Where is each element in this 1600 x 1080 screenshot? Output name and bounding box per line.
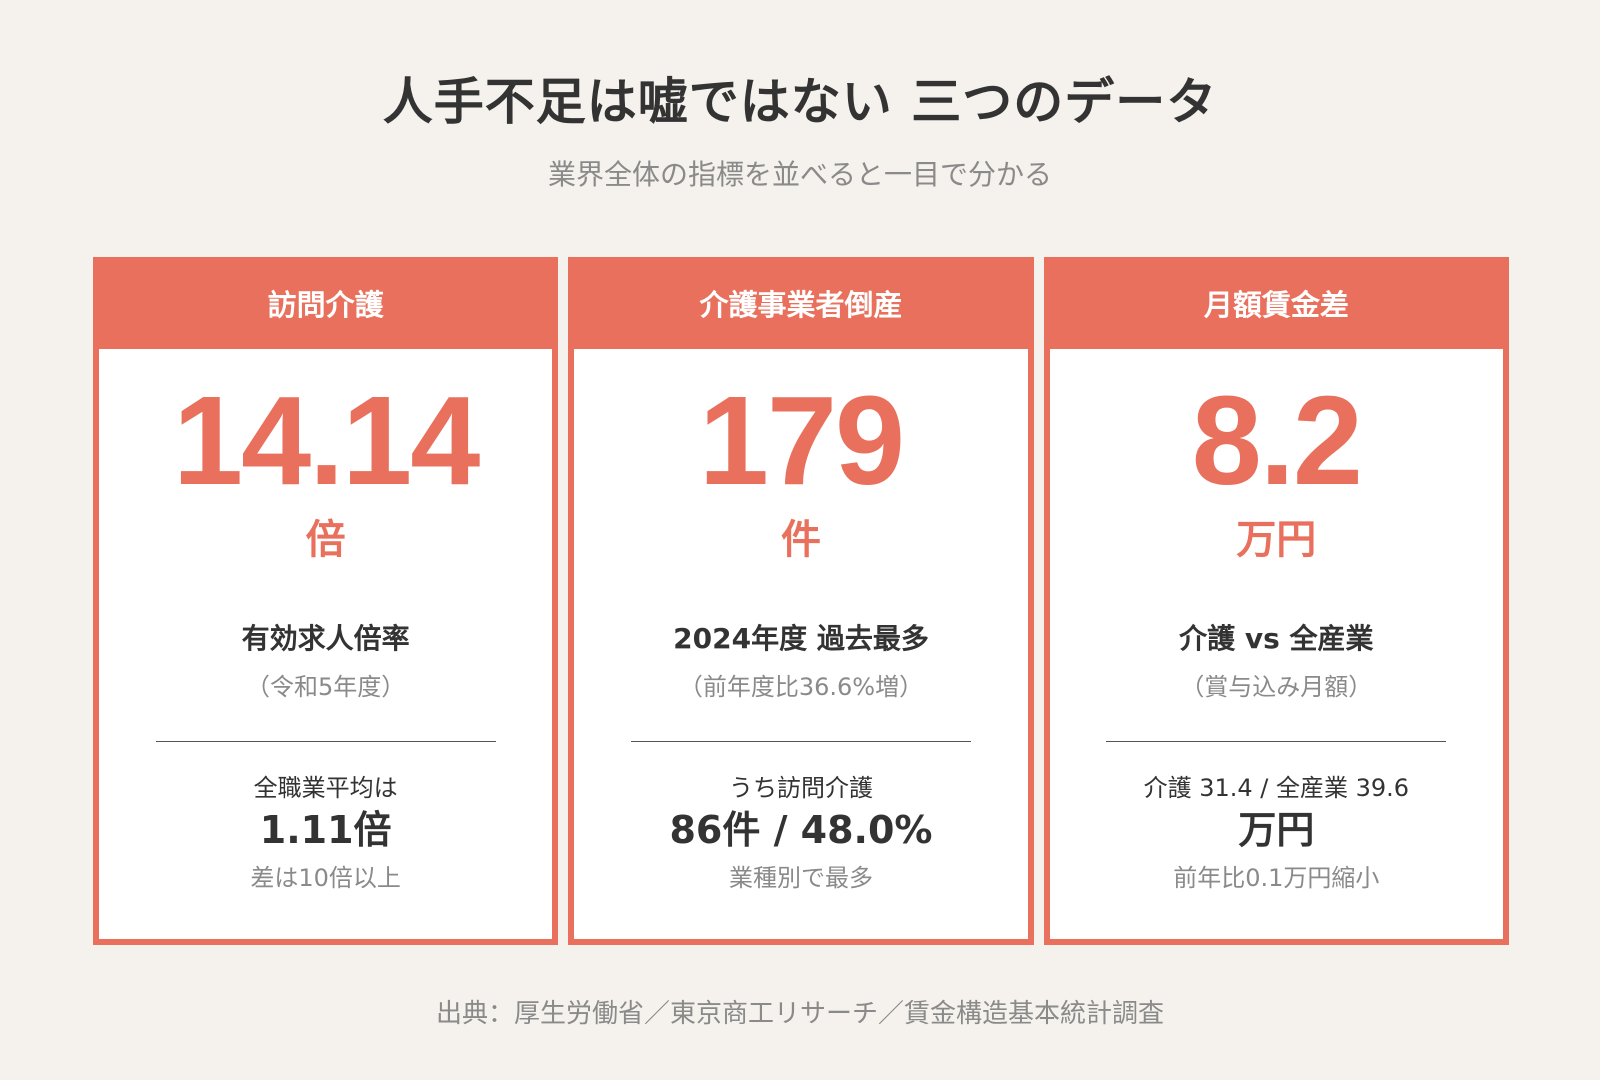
stat-cards: 訪問介護 14.14 倍 有効求人倍率 （令和5年度） 全職業平均は 1.11倍…	[93, 257, 1509, 945]
comparison-value: 86件 / 48.0%	[669, 808, 933, 852]
comparison-label: 全職業平均は	[253, 774, 398, 802]
stat-label: 有効求人倍率	[241, 622, 410, 655]
comparison-label: 介護 31.4 / 全産業 39.6	[1143, 774, 1410, 802]
stat-unit: 件	[780, 517, 821, 563]
stat-unit: 万円	[1236, 517, 1317, 563]
comparison-label: うち訪問介護	[728, 774, 873, 802]
comparison-note: 差は10倍以上	[250, 864, 401, 892]
divider	[155, 741, 496, 742]
stat-card-wage-gap: 月額賃金差 8.2 万円 介護 vs 全産業 （賞与込み月額） 介護 31.4 …	[1043, 257, 1509, 945]
stat-value: 14.14	[173, 370, 480, 511]
card-header: 月額賃金差	[1043, 257, 1509, 349]
stat-card-home-care: 訪問介護 14.14 倍 有効求人倍率 （令和5年度） 全職業平均は 1.11倍…	[93, 257, 559, 945]
stat-label: 介護 vs 全産業	[1179, 622, 1374, 655]
comparison-value: 1.11倍	[259, 808, 392, 852]
stat-label: 2024年度 過去最多	[673, 622, 929, 655]
divider	[630, 741, 971, 742]
stat-note: （前年度比36.6%増）	[678, 673, 924, 701]
comparison-value: 万円	[1238, 808, 1315, 852]
stat-note: （賞与込み月額）	[1180, 673, 1373, 701]
stat-note: （令和5年度）	[246, 673, 406, 701]
comparison-note: 業種別で最多	[728, 864, 873, 892]
card-header: 介護事業者倒産	[568, 257, 1034, 349]
comparison-note: 前年比0.1万円縮小	[1173, 864, 1380, 892]
page-title: 人手不足は嘘ではない 三つのデータ	[382, 73, 1218, 131]
stat-unit: 倍	[305, 517, 346, 563]
divider	[1106, 741, 1447, 742]
card-header: 訪問介護	[93, 257, 559, 349]
stat-value: 179	[698, 370, 905, 511]
stat-card-bankruptcies: 介護事業者倒産 179 件 2024年度 過去最多 （前年度比36.6%増） う…	[568, 257, 1034, 945]
source-note: 出典：厚生労働省／東京商工リサーチ／賃金構造基本統計調査	[435, 999, 1164, 1029]
page-subtitle: 業界全体の指標を並べると一目で分かる	[547, 158, 1052, 191]
stat-value: 8.2	[1191, 370, 1363, 511]
